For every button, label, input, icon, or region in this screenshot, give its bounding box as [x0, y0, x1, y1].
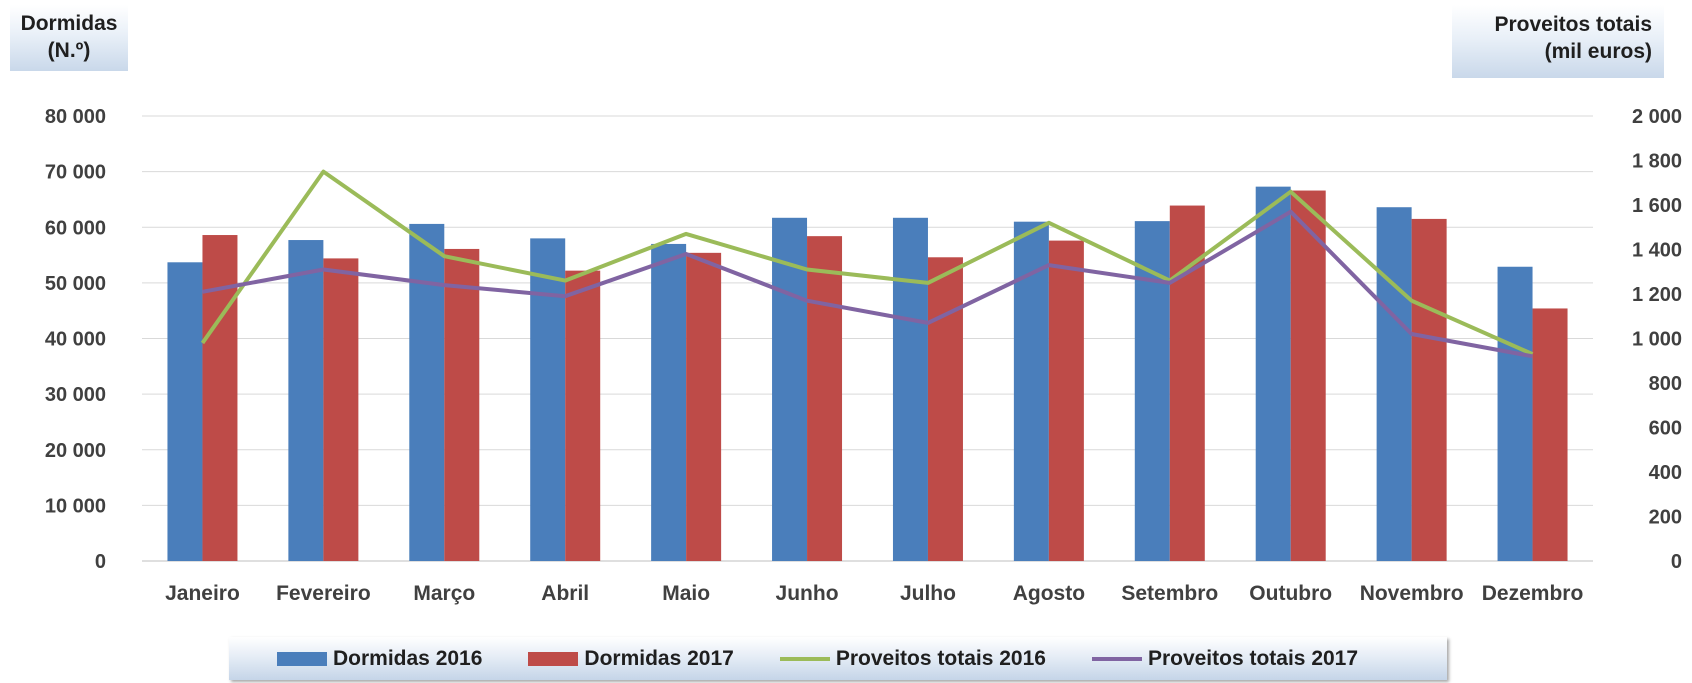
- bar-dormidas-2016: [167, 262, 203, 561]
- right-axis-tick-label: 200: [1649, 507, 1682, 529]
- x-axis-tick-label: Agosto: [1013, 582, 1085, 605]
- legend-item: Proveitos totais 2016: [779, 646, 1046, 671]
- left-axis-tick-label: 20 000: [45, 440, 106, 462]
- left-axis-tick-label: 60 000: [45, 217, 106, 239]
- x-axis-tick-label: Julho: [900, 582, 956, 605]
- bar-dormidas-2017: [565, 270, 601, 561]
- bar-dormidas-2017: [807, 236, 843, 561]
- legend-item: Proveitos totais 2017: [1091, 646, 1359, 671]
- bar-dormidas-2017: [1290, 190, 1326, 561]
- left-axis-title-line1: Dormidas: [20, 12, 118, 35]
- left-axis-tick-label: 0: [95, 551, 106, 573]
- legend-item: Dormidas 2017: [528, 646, 734, 671]
- bar-dormidas-2016: [530, 238, 566, 561]
- bar-dormidas-2017: [444, 248, 480, 561]
- legend-label: Dormidas 2017: [584, 646, 734, 670]
- bar-dormidas-2016: [1376, 207, 1412, 561]
- bar-dormidas-2017: [1411, 218, 1447, 561]
- right-axis-title: Proveitos totais (mil euros): [1452, 5, 1664, 78]
- legend-label: Dormidas 2016: [333, 646, 483, 670]
- right-axis-tick-label: 1 400: [1632, 240, 1682, 262]
- legend-swatch: [528, 651, 579, 666]
- bar-dormidas-2016: [409, 223, 445, 561]
- legend: Dormidas 2016 Dormidas 2017 Proveitos tota…: [229, 637, 1447, 680]
- x-axis-tick-label: Maio: [662, 582, 710, 605]
- bar-dormidas-2016: [288, 240, 324, 561]
- bar-dormidas-2016: [772, 217, 808, 561]
- right-axis-title-line2: (mil euros): [1544, 40, 1652, 63]
- bar-dormidas-2016: [1255, 186, 1291, 562]
- bar-dormidas-2017: [1048, 240, 1084, 561]
- right-axis-tick-label: 1 600: [1632, 195, 1682, 217]
- x-axis-tick-label: Novembro: [1360, 582, 1464, 605]
- legend-label: Proveitos totais 2017: [1147, 646, 1359, 670]
- bar-dormidas-2017: [686, 252, 722, 561]
- x-axis-tick-label: Janeiro: [165, 582, 240, 605]
- x-axis-tick-label: Setembro: [1121, 582, 1218, 605]
- right-axis-title-line1: Proveitos totais: [1494, 13, 1652, 36]
- left-axis-title: Dormidas (N.º): [10, 5, 128, 71]
- right-axis-tick-label: 2 000: [1632, 106, 1682, 128]
- x-axis-tick-label: Junho: [776, 582, 839, 605]
- right-axis-tick-label: 1 000: [1632, 329, 1682, 351]
- bar-dormidas-2016: [651, 243, 687, 561]
- legend-line-swatch: [1091, 656, 1142, 661]
- left-axis-title-line2: (N.º): [47, 39, 91, 62]
- legend-swatch: [277, 651, 327, 666]
- line-proveitos-totais-2016: [200, 169, 1534, 356]
- right-axis-tick-label: 0: [1671, 551, 1682, 573]
- bar-dormidas-2017: [1532, 308, 1568, 561]
- right-axis-tick-label: 600: [1649, 418, 1682, 440]
- bar-dormidas-2017: [323, 258, 359, 561]
- right-axis-tick-label: 1 800: [1632, 151, 1682, 173]
- bar-dormidas-2017: [202, 235, 238, 561]
- legend-label: Proveitos totais 2016: [835, 646, 1046, 670]
- right-axis-tick-label: 800: [1649, 373, 1682, 395]
- legend-item: Dormidas 2016: [277, 647, 482, 671]
- bar-dormidas-2017: [927, 257, 963, 561]
- left-axis-tick-label: 40 000: [45, 329, 106, 351]
- right-axis-tick-label: 400: [1649, 462, 1682, 484]
- left-axis-tick-label: 50 000: [45, 273, 106, 295]
- line-proveitos-totais-2017: [202, 209, 1533, 359]
- right-axis-tick-label: 1 200: [1632, 284, 1682, 306]
- left-axis-tick-label: 80 000: [45, 106, 106, 128]
- left-axis-tick-label: 10 000: [45, 495, 106, 517]
- x-axis-tick-label: Outubro: [1249, 582, 1332, 605]
- x-axis-tick-label: Abril: [541, 582, 589, 605]
- x-axis-tick-label: Março: [413, 582, 475, 605]
- bar-dormidas-2016: [1497, 266, 1533, 561]
- legend-line-swatch: [779, 656, 830, 661]
- left-axis-tick-label: 70 000: [45, 162, 106, 184]
- left-axis-tick-label: 30 000: [45, 384, 106, 406]
- bar-dormidas-2016: [892, 217, 928, 561]
- x-axis-tick-label: Fevereiro: [276, 582, 371, 605]
- x-axis-tick-label: Dezembro: [1482, 582, 1584, 605]
